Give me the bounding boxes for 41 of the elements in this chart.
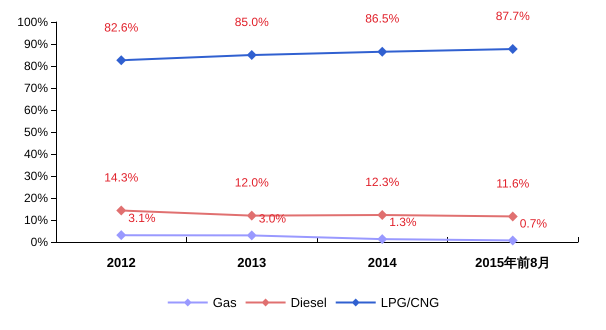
- y-tick-label: 50%: [24, 125, 48, 139]
- point: [377, 46, 388, 57]
- data-label: 87.7%: [496, 9, 530, 24]
- legend-label: LPG/CNG: [380, 295, 440, 310]
- data-label: 85.0%: [234, 15, 270, 29]
- y-tick-label: 80%: [24, 59, 48, 73]
- x-tick-label: 2015年前8月: [475, 255, 550, 270]
- point: [508, 44, 518, 54]
- point: [508, 235, 518, 246]
- data-label: 3.1%: [128, 211, 156, 226]
- y-tick-label: 40%: [24, 147, 48, 161]
- point: [377, 234, 388, 244]
- point: [246, 210, 257, 221]
- y-tick-label: 0%: [30, 235, 48, 249]
- data-label: 11.6%: [496, 176, 530, 190]
- x-tick-label: 2014: [368, 255, 398, 270]
- data-label: 86.5%: [365, 12, 400, 26]
- point: [377, 210, 388, 220]
- x-tick-label: 2013: [237, 255, 266, 270]
- y-tick-label: 30%: [24, 169, 48, 183]
- point: [116, 230, 126, 240]
- data-label: 14.3%: [104, 170, 139, 185]
- data-label: 12.0%: [234, 176, 270, 190]
- data-label: 82.6%: [104, 20, 139, 34]
- y-tick-label: 10%: [24, 213, 48, 227]
- y-tick-label: 70%: [24, 81, 48, 95]
- point: [116, 55, 126, 66]
- y-tick-label: 60%: [24, 103, 48, 117]
- data-label: 0.7%: [520, 216, 548, 230]
- legend-label: Diesel: [290, 295, 327, 310]
- y-tick-label: 20%: [24, 191, 48, 205]
- point: [508, 211, 518, 222]
- legend-label: Gas: [212, 295, 238, 310]
- data-label: 1.3%: [389, 215, 417, 230]
- point: [116, 206, 126, 216]
- y-tick-label: 90%: [24, 37, 48, 51]
- point: [246, 50, 257, 60]
- point: [246, 230, 257, 240]
- y-tick-label: 100%: [17, 15, 48, 29]
- x-tick-label: 2012: [106, 255, 136, 270]
- data-label: 12.3%: [365, 174, 400, 189]
